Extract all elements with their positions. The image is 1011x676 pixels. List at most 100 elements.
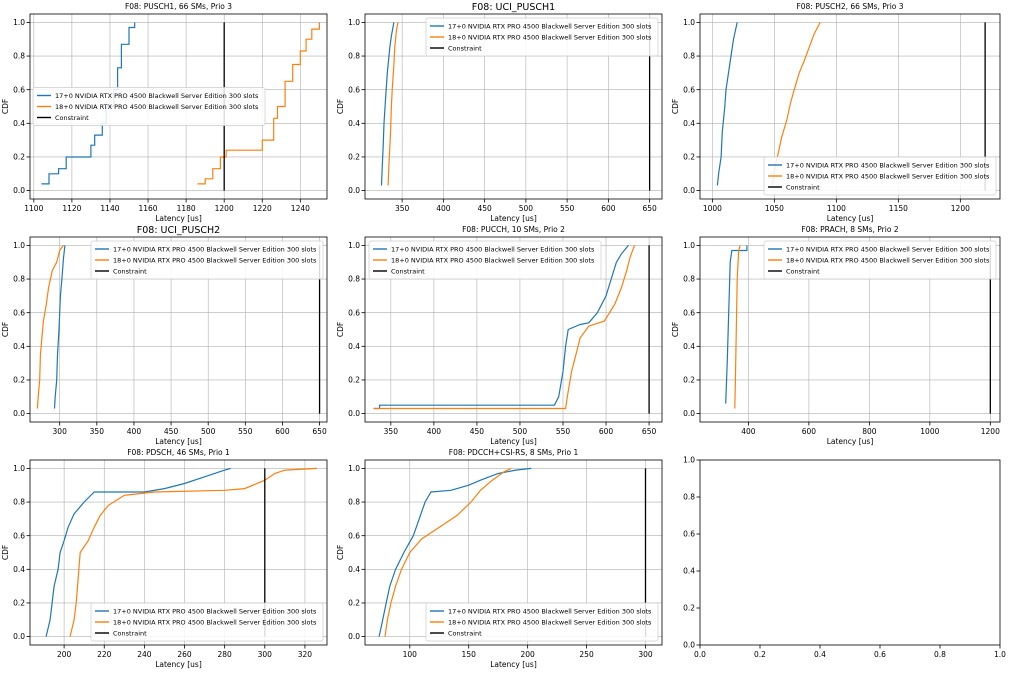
axes-frame	[699, 13, 1001, 200]
axes-frame	[29, 459, 328, 646]
legend-entry-18-0-label: 18+0 NVIDIA RTX PRO 4500 Blackwell Serve…	[448, 34, 652, 42]
axes-frame	[699, 459, 1001, 646]
x-tick-label: 600	[599, 427, 614, 436]
x-tick-label: 1150	[889, 204, 908, 213]
subplot-3: 1000 1050 1100 1150 1200 0.0 0.2 0.4 0.6 0.8 1.0 F0…	[671, 2, 1001, 223]
y-axis-label: CDF	[1, 322, 10, 337]
y-tick-label: 0.2	[348, 376, 360, 385]
legend-box	[368, 240, 602, 280]
legend-entry-17-0-label: 17+0 NVIDIA RTX PRO 4500 Blackwell Serve…	[113, 246, 317, 254]
y-tick-label: 0.8	[683, 52, 695, 61]
legend-entry-constraint-label: Constraint	[391, 268, 425, 276]
x-tick-label: 1120	[62, 204, 81, 213]
y-tick-label: 0.4	[13, 342, 25, 351]
x-tick-label: 400	[127, 427, 142, 436]
axes-frame	[699, 236, 1001, 423]
y-tick-label: 0.6	[13, 308, 25, 317]
x-tick-label: 450	[477, 204, 492, 213]
legend-entry-constraint-label: Constraint	[786, 184, 820, 192]
x-tick-label: 280	[217, 650, 232, 659]
x-tick-label: 300	[638, 650, 653, 659]
legend: 17+0 NVIDIA RTX PRO 4500 Blackwell Serve…	[368, 240, 602, 280]
subplot-5: 350 400 450 500 550 600 650 0.0 0.2 0.4 0.6 0.8 1.0 F…	[336, 225, 663, 446]
x-axis-label: Latency [us]	[490, 660, 537, 669]
y-tick-label: 0.4	[13, 565, 25, 574]
x-tick-label: 300	[53, 427, 68, 436]
y-tick-label: 1.0	[683, 18, 695, 27]
legend-entry-18-0-label: 18+0 NVIDIA RTX PRO 4500 Blackwell Serve…	[786, 257, 990, 265]
series-line-17-0	[53, 245, 66, 409]
legend-entry-17-0-label: 17+0 NVIDIA RTX PRO 4500 Blackwell Serve…	[786, 162, 990, 170]
y-tick-label: 0.8	[348, 498, 360, 507]
series-line-18-0	[387, 22, 399, 186]
plot-area	[700, 460, 1000, 645]
y-axis-label: CDF	[336, 545, 345, 560]
axes-frame	[364, 236, 663, 423]
y-tick-label: 0.6	[683, 85, 695, 94]
legend-entry-constraint-label: Constraint	[448, 630, 482, 638]
x-tick-label: 600	[802, 427, 817, 436]
y-tick-label: 0.8	[13, 52, 25, 61]
subplot-9: 0.0 0.2 0.4 0.6 0.8 1.0 0.0 0.2 0.4 0.6 0.8 1.0	[683, 456, 1006, 659]
y-tick-label: 0.6	[348, 85, 360, 94]
y-tick-label: 1.0	[13, 241, 25, 250]
x-tick-label: 350	[384, 427, 399, 436]
subplot-7: 200 220 240 260 280 300 320 0.0 0.2 0.4 0.6 0.8 1.0 F…	[1, 448, 328, 669]
chart-title: F08: PUSCH1, 66 SMs, Prio 3	[125, 2, 232, 11]
legend-box	[425, 602, 659, 642]
x-tick-label: 100	[403, 650, 418, 659]
chart-title: F08: PUSCH2, 66 SMs, Prio 3	[796, 2, 903, 11]
x-tick-label: 400	[427, 427, 442, 436]
x-tick-label: 0.6	[874, 650, 886, 659]
legend-entry-17-0-label: 17+0 NVIDIA RTX PRO 4500 Blackwell Serve…	[448, 23, 652, 31]
axes-frame	[364, 13, 663, 200]
x-tick-label: 550	[238, 427, 253, 436]
y-tick-label: 0.0	[13, 186, 25, 195]
y-tick-label: 0.0	[683, 409, 695, 418]
legend-entry-constraint-label: Constraint	[55, 114, 89, 122]
x-tick-label: 550	[560, 204, 575, 213]
legend-entry-17-0-label: 17+0 NVIDIA RTX PRO 4500 Blackwell Serve…	[55, 92, 259, 100]
x-tick-label: 1220	[253, 204, 272, 213]
x-tick-label: 0.8	[934, 650, 946, 659]
subplot-4: 300 350 400 450 500 550 600 650 0.0 0.2 0.4 0.6 0.8 1…	[1, 225, 328, 446]
y-tick-label: 0.8	[13, 275, 25, 284]
x-tick-label: 450	[164, 427, 179, 436]
y-tick-label: 0.6	[683, 530, 695, 539]
legend-entry-constraint-label: Constraint	[113, 630, 147, 638]
x-axis-label: Latency [us]	[155, 437, 202, 446]
x-tick-label: 600	[601, 204, 616, 213]
y-tick-label: 0.2	[683, 376, 695, 385]
legend-entry-18-0-label: 18+0 NVIDIA RTX PRO 4500 Blackwell Serve…	[391, 257, 595, 265]
y-tick-label: 0.6	[13, 531, 25, 540]
y-tick-label: 0.0	[683, 186, 695, 195]
subplot-8: 100 150 200 250 300 0.0 0.2 0.4 0.6 0.8 1.0 F08: PD…	[336, 448, 663, 669]
y-tick-label: 0.2	[683, 153, 695, 162]
x-tick-label: 550	[556, 427, 571, 436]
legend-box	[90, 240, 324, 280]
y-axis-label: CDF	[336, 322, 345, 337]
x-axis-label: Latency [us]	[827, 437, 874, 446]
y-tick-label: 0.4	[683, 119, 695, 128]
y-tick-label: 0.8	[683, 275, 695, 284]
y-tick-label: 1.0	[13, 18, 25, 27]
y-tick-label: 0.4	[13, 119, 25, 128]
legend-entry-18-0-label: 18+0 NVIDIA RTX PRO 4500 Blackwell Serve…	[113, 619, 317, 627]
y-tick-label: 0.8	[348, 52, 360, 61]
legend-entry-constraint-label: Constraint	[113, 268, 147, 276]
y-tick-label: 0.8	[348, 275, 360, 284]
y-tick-label: 0.6	[13, 85, 25, 94]
series-line-17-0	[725, 245, 748, 404]
y-tick-label: 0.0	[348, 186, 360, 195]
x-tick-label: 500	[519, 204, 534, 213]
x-tick-label: 250	[579, 650, 594, 659]
x-tick-label: 800	[862, 427, 877, 436]
x-tick-label: 650	[312, 427, 327, 436]
series-line-17-0	[378, 467, 532, 637]
series-line-18-0	[384, 467, 512, 637]
legend-entry-constraint-label: Constraint	[786, 268, 820, 276]
x-axis-label: Latency [us]	[155, 214, 202, 223]
axes-frame	[29, 236, 328, 423]
